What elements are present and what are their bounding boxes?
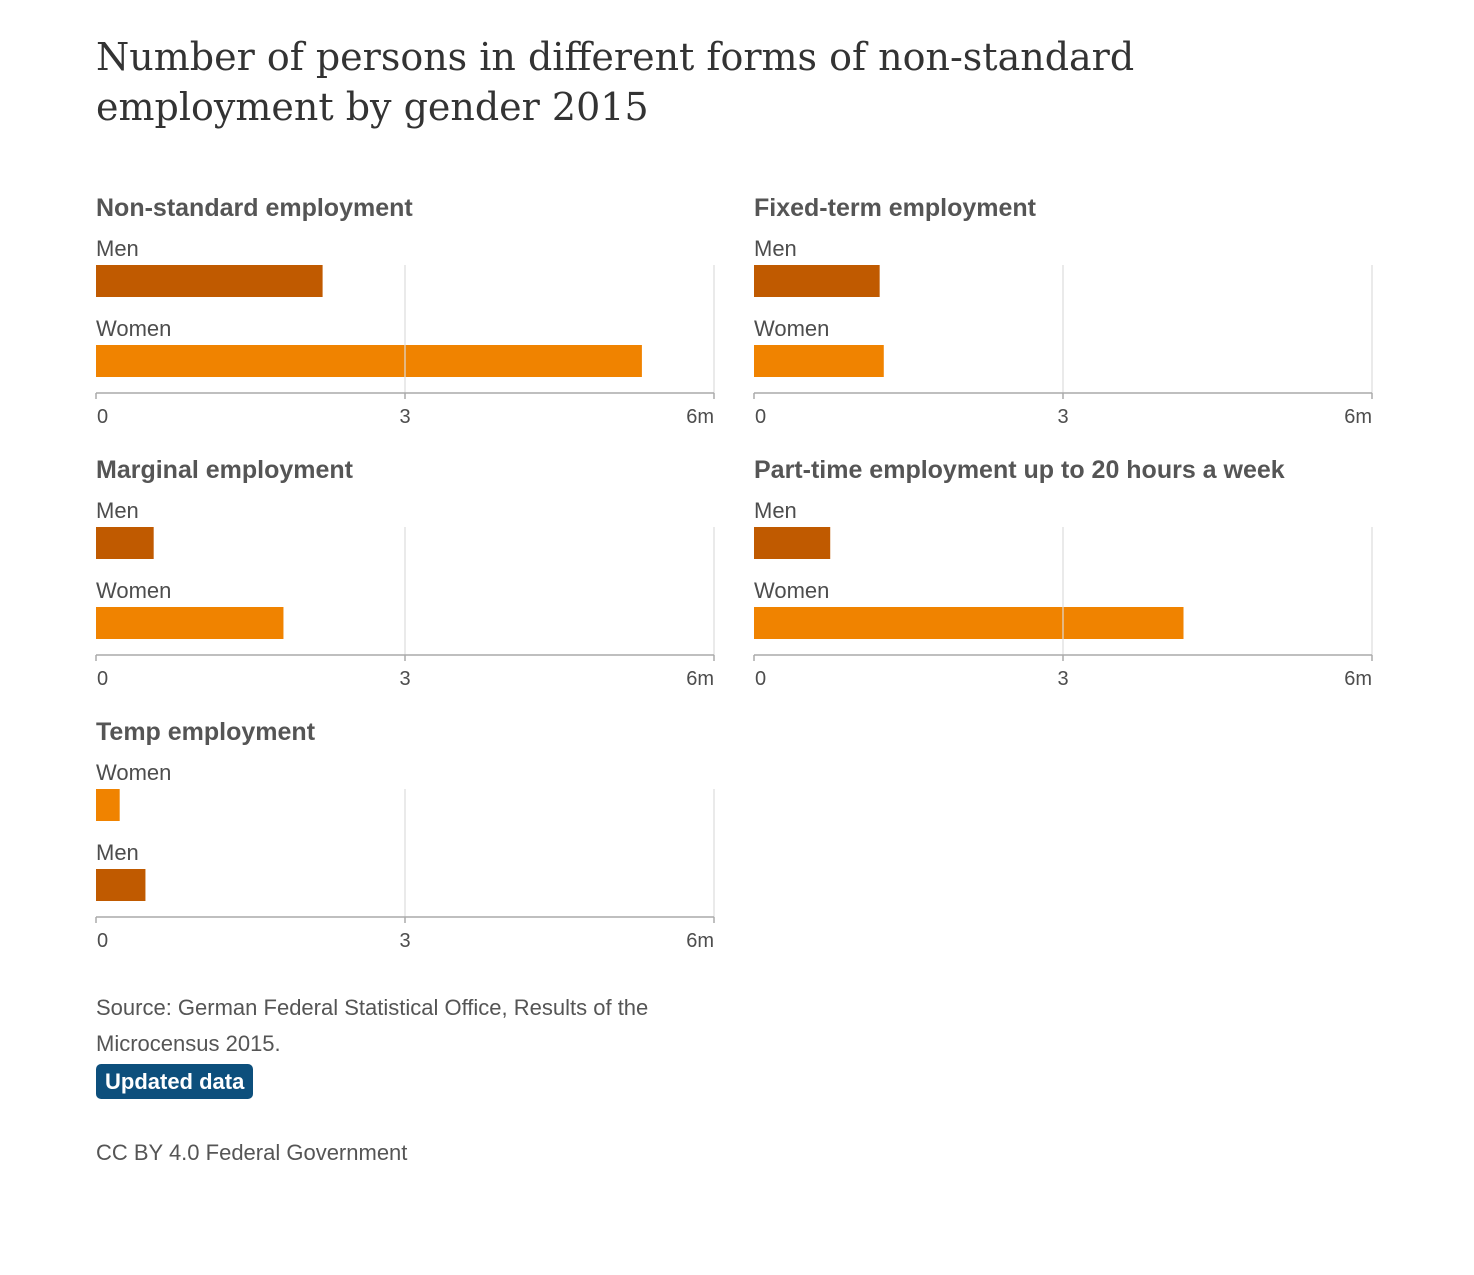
x-tick-label: 3: [1057, 406, 1068, 428]
source-note: Source: German Federal Statistical Offic…: [96, 995, 649, 1056]
bar-women: [754, 345, 884, 377]
bar-men: [96, 527, 154, 559]
bar-women: [754, 607, 1184, 639]
panel-4: Part-time employment up to 20 hours a we…: [753, 456, 1373, 690]
x-tick-label: 3: [399, 930, 410, 952]
updated-data-badge[interactable]: Updated data: [96, 1064, 254, 1099]
panel-1: Non-standard employment Men Women 0 3 6m: [95, 194, 715, 428]
category-label: Men: [754, 498, 797, 523]
x-tick-label: 3: [399, 406, 410, 428]
bar-men: [96, 265, 323, 297]
category-label: Women: [96, 760, 171, 785]
category-label: Women: [754, 578, 829, 603]
panel-title: Part-time employment up to 20 hours a we…: [754, 456, 1285, 484]
x-tick-label: 6m: [1344, 406, 1372, 428]
panel-5: Temp employment Women Men 0 3 6m: [95, 718, 715, 952]
x-tick-label: 0: [755, 406, 766, 428]
category-label: Women: [754, 316, 829, 341]
category-label: Women: [96, 578, 171, 603]
license-note: CC BY 4.0 Federal Government: [96, 1140, 408, 1165]
panel-title: Marginal employment: [96, 456, 354, 484]
bar-women: [96, 789, 120, 821]
panel-3: Marginal employment Men Women 0 3 6m: [95, 456, 715, 690]
category-label: Men: [96, 498, 139, 523]
x-tick-label: 6m: [1344, 668, 1372, 690]
x-tick-label: 6m: [686, 930, 714, 952]
bar-women: [96, 607, 284, 639]
bar-men: [754, 527, 831, 559]
category-label: Women: [96, 316, 171, 341]
panel-title: Temp employment: [96, 718, 316, 746]
chart-title: Number of persons in different forms of …: [96, 35, 1135, 129]
panel-title: Non-standard employment: [96, 194, 413, 222]
category-label: Men: [754, 236, 797, 261]
bar-women: [96, 345, 642, 377]
x-tick-label: 0: [97, 930, 108, 952]
bar-men: [754, 265, 880, 297]
x-tick-label: 0: [97, 668, 108, 690]
x-tick-label: 3: [1057, 668, 1068, 690]
x-tick-label: 3: [399, 668, 410, 690]
x-tick-label: 6m: [686, 668, 714, 690]
category-label: Men: [96, 840, 139, 865]
panel-title: Fixed-term employment: [754, 194, 1037, 222]
panel-2: Fixed-term employment Men Women 0 3 6m: [753, 194, 1373, 428]
category-label: Men: [96, 236, 139, 261]
x-tick-label: 0: [97, 406, 108, 428]
x-tick-label: 0: [755, 668, 766, 690]
bar-men: [96, 869, 146, 901]
x-tick-label: 6m: [686, 406, 714, 428]
